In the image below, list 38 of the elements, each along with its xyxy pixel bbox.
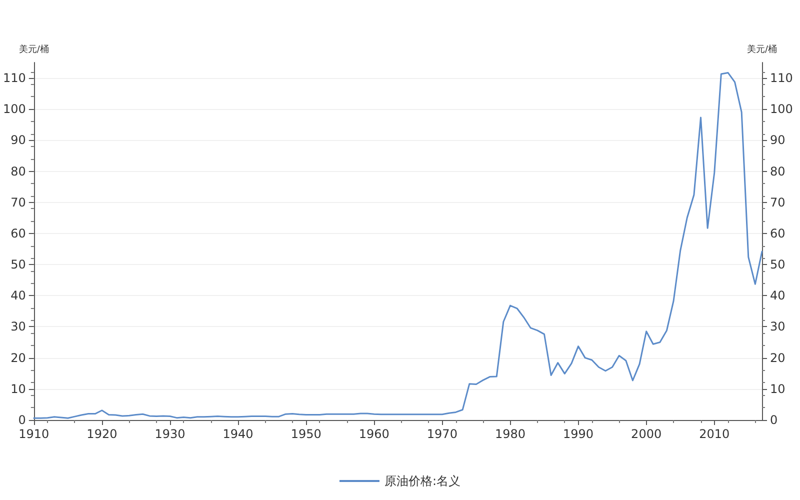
y-tick-label: 80 xyxy=(10,164,26,178)
y2-tick-label: 60 xyxy=(770,226,786,240)
x-tick-label: 1910 xyxy=(18,427,50,441)
y2-tick-label: 30 xyxy=(770,320,786,334)
x-tick-label: 1960 xyxy=(358,427,390,441)
y-tick-label: 70 xyxy=(10,195,26,210)
y-tick-label: 30 xyxy=(10,320,26,334)
x-tick-label: 1930 xyxy=(154,427,186,441)
y2-tick-label: 50 xyxy=(770,258,786,272)
x-tick-label: 1950 xyxy=(290,427,322,441)
x-tick-label: 1980 xyxy=(494,427,526,441)
x-tick-label: 1940 xyxy=(222,427,254,441)
x-tick-label: 2000 xyxy=(631,427,662,441)
y2-tick-label: 70 xyxy=(770,195,786,210)
y2-tick-label: 20 xyxy=(770,350,786,365)
y2-axis-title: 美元/桶 xyxy=(746,44,778,55)
legend-label: 原油价格:名义 xyxy=(384,474,461,488)
y2-tick-label: 80 xyxy=(770,164,786,178)
x-tick-label: 1920 xyxy=(86,427,118,441)
y2-tick-label: 0 xyxy=(770,413,778,427)
x-tick-label: 2010 xyxy=(699,427,730,441)
y-tick-label: 10 xyxy=(10,382,26,396)
y2-tick-label: 100 xyxy=(770,102,793,116)
y-tick-label: 20 xyxy=(10,350,26,365)
y-tick-label: 110 xyxy=(3,71,26,85)
y2-tick-label: 40 xyxy=(770,288,786,303)
x-tick-label: 1970 xyxy=(426,427,458,441)
y-tick-label: 40 xyxy=(10,288,26,303)
y-tick-label: 0 xyxy=(18,413,26,427)
y-tick-label: 60 xyxy=(10,226,26,240)
y-axis-title: 美元/桶 xyxy=(18,44,49,55)
x-tick-label: 1990 xyxy=(563,427,594,441)
y2-tick-label: 110 xyxy=(770,71,793,85)
y2-tick-label: 90 xyxy=(770,133,786,148)
y-tick-label: 90 xyxy=(10,133,26,148)
y-tick-label: 50 xyxy=(10,258,26,272)
y2-tick-label: 10 xyxy=(770,382,786,396)
y-tick-label: 100 xyxy=(3,102,26,116)
